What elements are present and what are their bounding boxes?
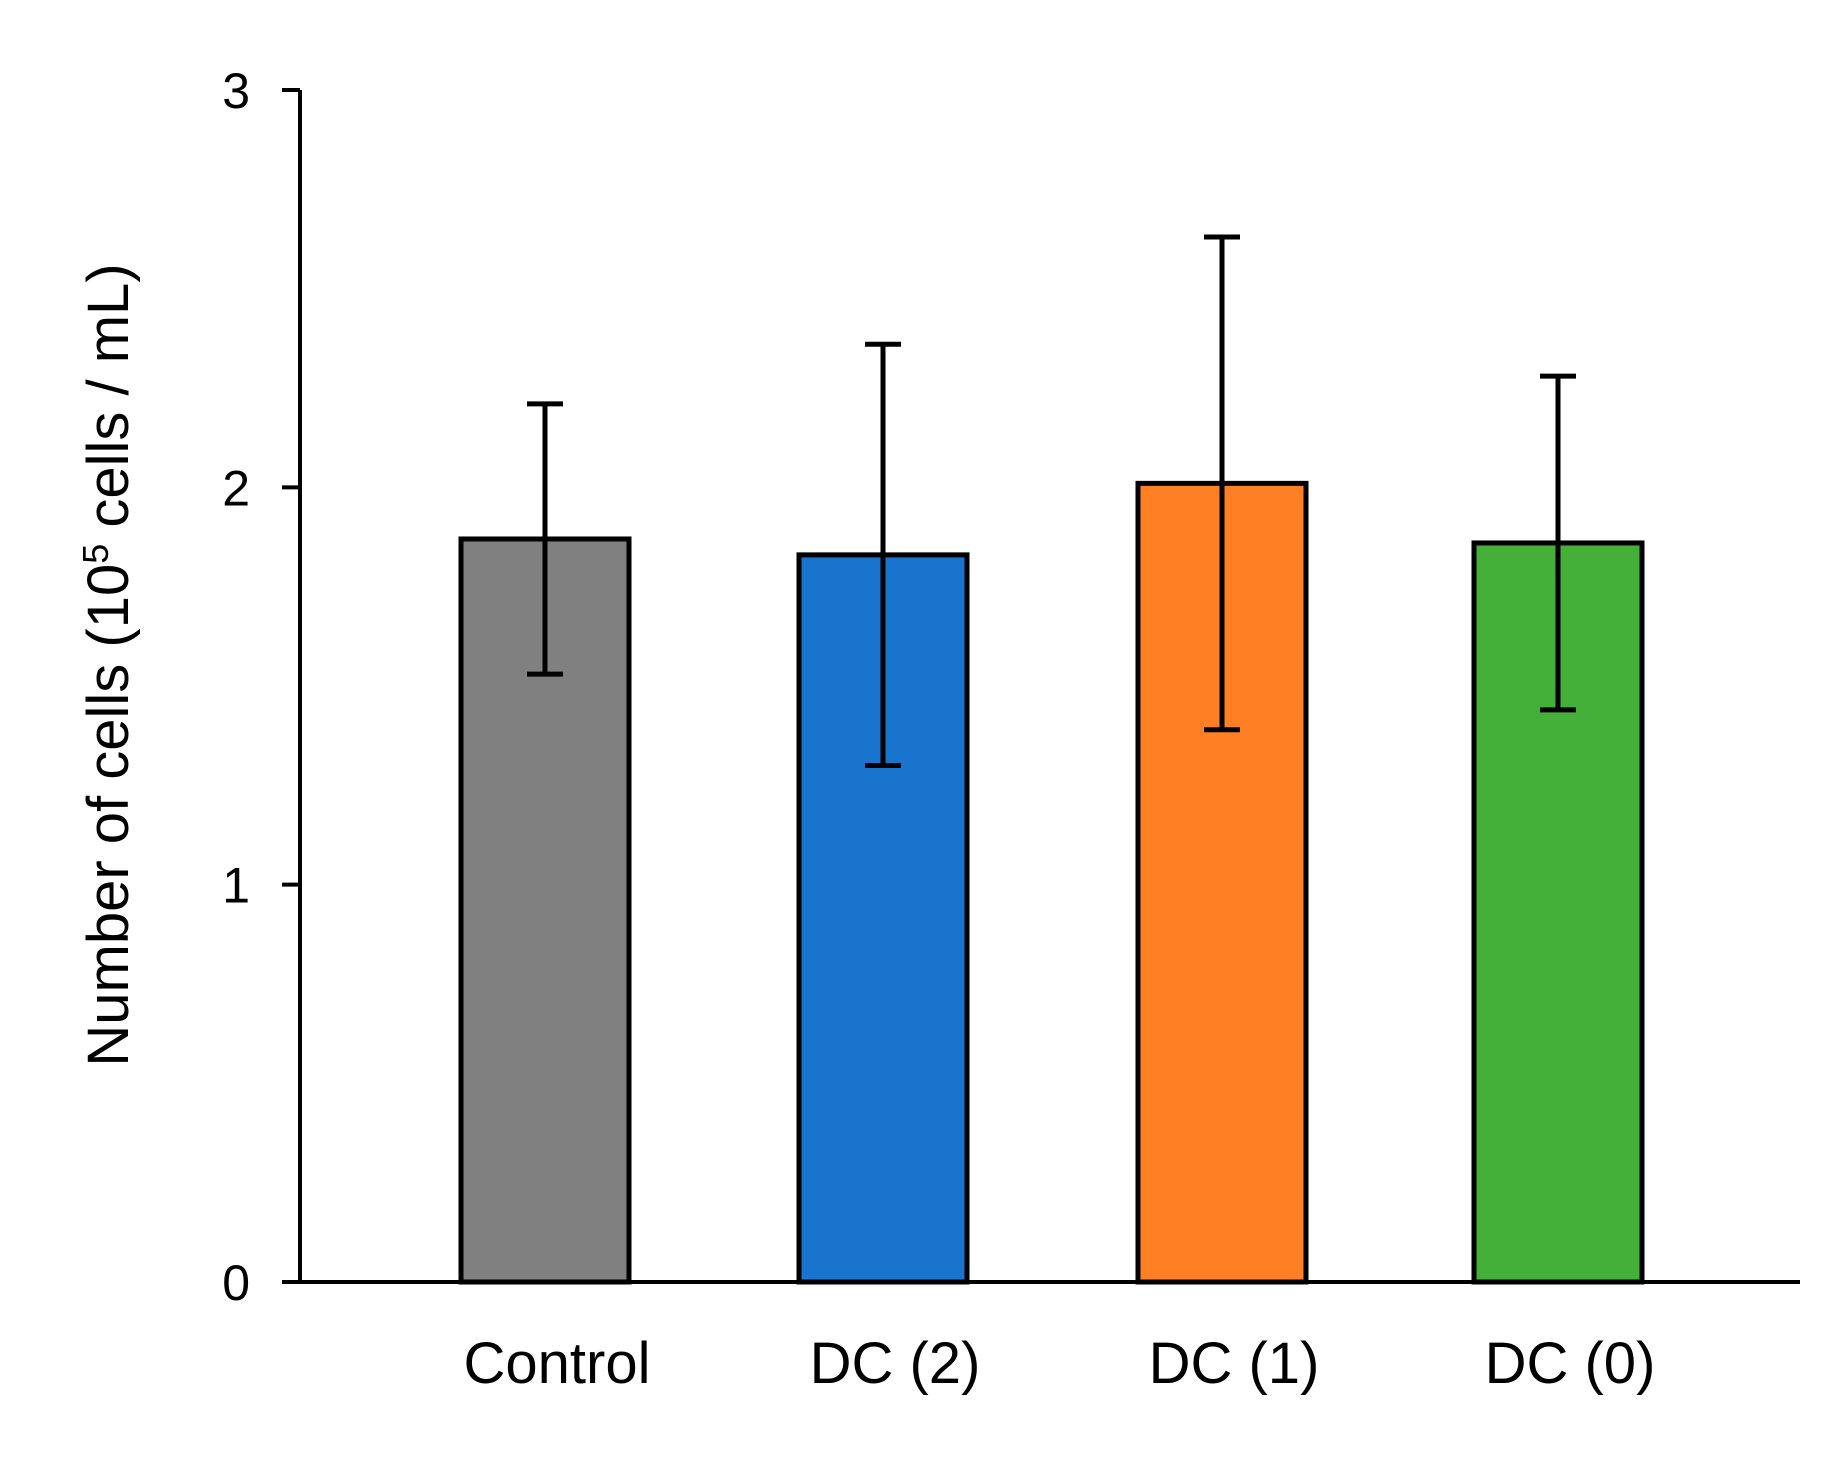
y-axis-title-prefix: Number of cells (10 bbox=[76, 564, 141, 1067]
axes-layer bbox=[282, 90, 1800, 1284]
y-ticks-layer: 0 1 2 3 bbox=[222, 63, 300, 1311]
y-tick-label-3: 3 bbox=[222, 63, 250, 119]
x-labels-layer: Control DC (2) DC (1) DC (0) bbox=[464, 1331, 1656, 1396]
error-bars-layer bbox=[527, 234, 1576, 768]
y-tick-label-2: 2 bbox=[222, 460, 250, 516]
bars-layer bbox=[458, 480, 1645, 1285]
x-category-label-control: Control bbox=[464, 1331, 651, 1396]
y-axis-title-superscript: 5 bbox=[75, 544, 116, 564]
y-axis-title-suffix: cells / mL) bbox=[76, 263, 141, 543]
x-category-label-dc-2: DC (2) bbox=[810, 1331, 981, 1396]
y-tick-label-1: 1 bbox=[222, 858, 250, 914]
y-axis-title: Number of cells (105 cells / mL) bbox=[75, 263, 142, 1066]
x-category-label-dc-0: DC (0) bbox=[1485, 1331, 1656, 1396]
x-category-label-dc-1: DC (1) bbox=[1149, 1331, 1320, 1396]
y-tick-label-0: 0 bbox=[222, 1255, 250, 1311]
bar-dc-0 bbox=[1471, 540, 1645, 1285]
